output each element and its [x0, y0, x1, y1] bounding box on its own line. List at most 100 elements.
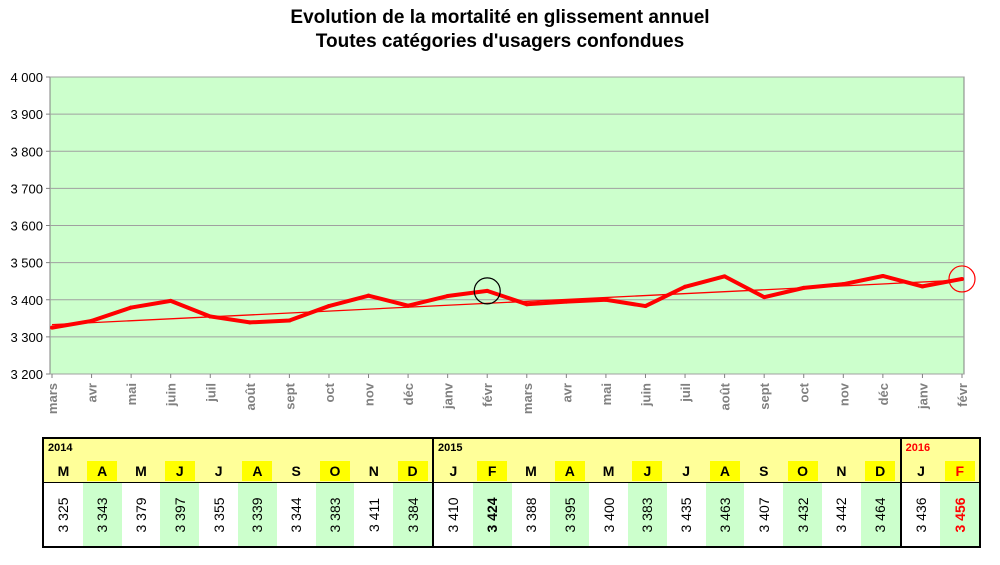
- x-tick-label: févr: [480, 383, 495, 407]
- y-tick-label: 3 900: [10, 107, 43, 122]
- data-point: [643, 304, 648, 309]
- x-tick-label: août: [243, 382, 258, 410]
- title-line-1: Evolution de la mortalité en glissement …: [290, 7, 710, 28]
- value-label: 3 464: [872, 496, 889, 533]
- value-cell: 3 379: [122, 483, 161, 546]
- x-tick-label: juin: [164, 383, 179, 407]
- x-tick-label: avr: [85, 383, 100, 403]
- value-label: 3 384: [404, 496, 421, 533]
- value-label: 3 424: [484, 496, 501, 533]
- data-point: [366, 293, 371, 298]
- month-label: M: [525, 463, 537, 479]
- x-tick-label: juil: [203, 383, 218, 403]
- data-point: [168, 298, 173, 303]
- value-cell: 3 383: [315, 483, 355, 546]
- month-label: D: [865, 461, 896, 481]
- table-year-block: 2014 M A M J J A S O N D 3 325 3 343 3 379 3 397 3 355 3…: [42, 437, 434, 548]
- month-label: A: [242, 461, 273, 481]
- value-label: 3 400: [600, 496, 617, 533]
- x-tick-label: mai: [599, 383, 614, 405]
- value-cell: 3 355: [199, 483, 238, 546]
- x-tick-label: juil: [678, 383, 693, 403]
- data-point: [841, 282, 846, 287]
- data-point: [445, 294, 450, 299]
- x-axis-ticks: mars avr mai juin juil août sept oct nov déc janv f…: [45, 374, 970, 414]
- month-cell: F: [940, 460, 979, 482]
- month-cell: D: [861, 460, 900, 482]
- data-point: [89, 318, 94, 323]
- value-label: 3 463: [716, 496, 733, 533]
- value-row: 3 410 3 424 3 388 3 395 3 400 3 383 3 435 3 463…: [434, 483, 900, 546]
- chart-title: Evolution de la mortalité en glissement …: [0, 6, 1000, 54]
- data-point: [801, 285, 806, 290]
- data-point: [683, 284, 688, 289]
- value-label: 3 339: [249, 496, 266, 533]
- y-tick-label: 3 300: [10, 330, 43, 345]
- month-label: A: [554, 461, 585, 481]
- data-table: 2014 M A M J J A S O N D 3 325 3 343 3 379 3 397 3 355 3…: [42, 437, 982, 548]
- month-label: M: [602, 463, 615, 479]
- data-point: [485, 288, 490, 293]
- data-point: [960, 276, 964, 281]
- year-row: 2014: [44, 439, 432, 460]
- series-line: [51, 273, 963, 330]
- value-cell: 3 411: [354, 483, 393, 546]
- value-label: 3 343: [94, 496, 111, 533]
- value-row: 3 436 3 456: [902, 483, 980, 546]
- month-cell: O: [316, 460, 355, 482]
- value-cell: 3 436: [902, 483, 941, 546]
- value-label: 3 325: [55, 496, 72, 533]
- value-cell: 3 432: [783, 483, 822, 546]
- month-label: A: [709, 461, 740, 481]
- data-point: [880, 273, 885, 278]
- x-tick-label: janv: [915, 382, 930, 410]
- y-tick-label: 4 000: [10, 70, 43, 85]
- month-label: S: [759, 463, 769, 479]
- year-label: 2014: [48, 442, 73, 454]
- month-cell: J: [902, 460, 941, 482]
- y-tick-label: 3 800: [10, 144, 43, 159]
- month-label: N: [368, 463, 379, 479]
- month-cell: A: [550, 460, 589, 482]
- y-axis-ticks: 3 200 3 300 3 400 3 500 3 600 3 700 3 800 3 900…: [10, 70, 50, 382]
- y-tick-label: 3 400: [10, 293, 43, 308]
- highlight-circle: [948, 265, 976, 293]
- month-cell: J: [434, 460, 473, 482]
- month-cell: S: [744, 460, 783, 482]
- y-tick-label: 3 500: [10, 256, 43, 271]
- month-cell: D: [393, 460, 432, 482]
- value-label: 3 379: [132, 496, 149, 533]
- value-cell: 3 400: [589, 483, 628, 546]
- value-label: 3 395: [561, 496, 578, 533]
- y-tick-label: 3 700: [10, 181, 43, 196]
- value-label: 3 410: [445, 496, 462, 533]
- month-label: N: [836, 463, 847, 479]
- month-cell: O: [783, 460, 822, 482]
- value-cell: 3 397: [160, 483, 200, 546]
- data-point: [564, 299, 569, 304]
- value-cell: 3 442: [822, 483, 861, 546]
- value-label: 3 435: [678, 496, 695, 533]
- x-tick-label: janv: [441, 382, 456, 410]
- month-label: J: [449, 463, 458, 479]
- value-cell: 3 424: [472, 483, 512, 546]
- x-tick-label: nov: [362, 382, 377, 406]
- year-row: 2015: [434, 439, 900, 460]
- x-tick-label: nov: [836, 382, 851, 406]
- data-point: [287, 318, 292, 323]
- value-label: 3 388: [522, 496, 539, 533]
- x-tick-label: avr: [559, 383, 574, 403]
- value-label: 3 383: [326, 496, 343, 533]
- value-label: 3 442: [833, 496, 850, 533]
- value-label: 3 383: [639, 496, 656, 533]
- month-cell: A: [83, 460, 122, 482]
- value-cell: 3 435: [667, 483, 706, 546]
- month-cell: F: [473, 460, 512, 482]
- table-year-block: 2015 J F M A M J J A S O N D 3 410 3 424 3 388 3 395 3 40…: [432, 437, 902, 548]
- x-tick-label: oct: [322, 382, 337, 402]
- value-cell: 3 325: [44, 483, 83, 546]
- data-point: [326, 304, 331, 309]
